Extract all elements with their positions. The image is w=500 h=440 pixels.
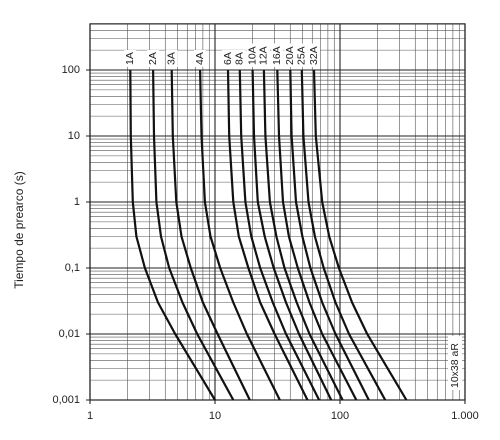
series-label: 20A bbox=[284, 46, 296, 65]
fuse-curve bbox=[289, 69, 370, 401]
label-background bbox=[295, 43, 308, 67]
label-background bbox=[246, 43, 259, 67]
curve-label: 6A bbox=[222, 50, 234, 67]
fuse-curve bbox=[312, 69, 408, 401]
label-background bbox=[233, 50, 246, 67]
fuse-curve bbox=[170, 69, 251, 401]
y-tick-label: 1 bbox=[74, 196, 80, 208]
series-label: 2A bbox=[147, 52, 159, 65]
plot-frame bbox=[89, 23, 466, 401]
series-label: 4A bbox=[194, 52, 206, 65]
series-label: 6A bbox=[222, 52, 234, 65]
curve-label: 2A bbox=[147, 50, 160, 67]
series-label: 8A bbox=[234, 52, 246, 65]
curve-label: 1A bbox=[124, 50, 137, 67]
fuse-curve bbox=[238, 69, 321, 401]
fuse-curve bbox=[152, 69, 235, 401]
annotation: 10x38 aR bbox=[449, 343, 461, 388]
label-background bbox=[221, 50, 234, 67]
curve-label: 16A bbox=[271, 43, 284, 67]
curve-label: 4A bbox=[194, 50, 207, 67]
y-tick-label: 0,001 bbox=[52, 394, 80, 406]
y-tick-label: 0,01 bbox=[59, 328, 80, 340]
series-label: 12A bbox=[258, 46, 270, 65]
annotation-background bbox=[448, 336, 462, 390]
label-background bbox=[308, 43, 321, 67]
fuse-curve bbox=[276, 69, 358, 401]
series-label: 32A bbox=[308, 46, 320, 65]
fuse-curve bbox=[300, 69, 387, 401]
y-tick-label: 0,1 bbox=[65, 262, 80, 274]
curve-label: 3A bbox=[165, 50, 178, 67]
series-label: 10A bbox=[246, 46, 258, 65]
fuse-curve bbox=[262, 69, 344, 401]
curve-label: 20A bbox=[284, 43, 297, 67]
fuse-curve bbox=[226, 69, 309, 401]
x-tick-label: 100 bbox=[331, 410, 349, 422]
curve-label: 10A bbox=[246, 43, 259, 67]
label-background bbox=[194, 50, 207, 67]
curve-label: 32A bbox=[308, 43, 321, 67]
fuse-curve bbox=[199, 69, 281, 401]
label-background bbox=[257, 43, 270, 67]
series-label: 16A bbox=[271, 46, 283, 65]
y-axis-label: Tiempo de prearco (s) bbox=[12, 171, 26, 289]
label-background bbox=[124, 50, 137, 67]
series-label: 3A bbox=[165, 52, 177, 65]
annotation-group: 10x38 aR bbox=[448, 336, 462, 390]
label-background bbox=[165, 50, 178, 67]
x-tick-label: 1 bbox=[87, 410, 93, 422]
y-tick-label: 100 bbox=[62, 64, 80, 76]
label-background bbox=[284, 43, 297, 67]
x-tick-label: 10 bbox=[209, 410, 221, 422]
series-label: 25A bbox=[296, 46, 308, 65]
x-tick-label: 1.000 bbox=[451, 410, 479, 422]
curve-label: 8A bbox=[234, 50, 246, 67]
series-label: 1A bbox=[124, 52, 136, 65]
fuse-curve bbox=[129, 69, 216, 401]
fuse-curve bbox=[251, 69, 333, 401]
label-background bbox=[147, 50, 160, 67]
curve-label: 12A bbox=[257, 43, 270, 67]
curve-label: 25A bbox=[295, 43, 308, 67]
label-background bbox=[271, 43, 284, 67]
y-tick-label: 10 bbox=[68, 130, 80, 142]
